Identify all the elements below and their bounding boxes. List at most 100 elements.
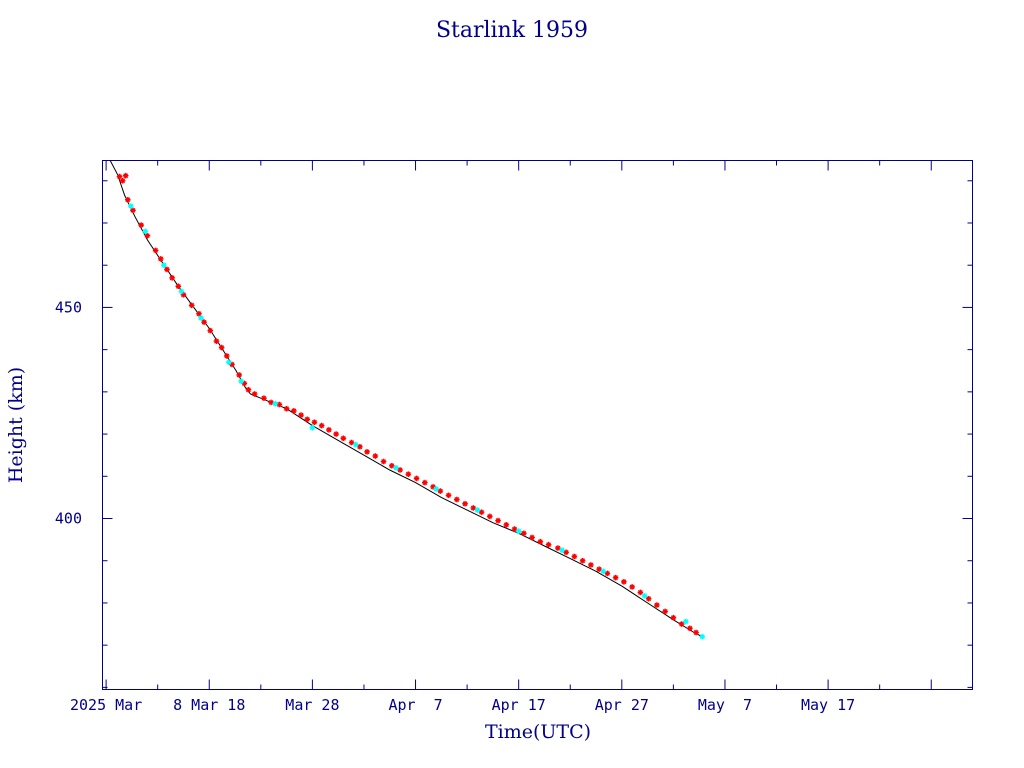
data-point [309, 424, 316, 431]
data-point [621, 579, 627, 585]
data-point [604, 570, 611, 577]
data-point [495, 517, 501, 524]
data-point [389, 462, 395, 469]
x-tick-label: Mar 28 [285, 696, 339, 714]
data-point [393, 465, 399, 471]
data-point [196, 310, 202, 317]
x-tick-label: May 17 [801, 696, 855, 714]
data-point [563, 549, 569, 556]
data-point [364, 449, 370, 455]
data-point [218, 344, 225, 351]
data-point [130, 207, 136, 214]
x-tick-label: Apr 7 [388, 696, 442, 714]
data-point [372, 453, 379, 459]
data-point [413, 475, 420, 482]
data-point [357, 443, 363, 450]
data-point [433, 486, 439, 492]
data-point [437, 488, 444, 494]
data-points [116, 172, 706, 640]
data-point [223, 353, 230, 359]
data-point [291, 408, 297, 414]
data-point [555, 545, 561, 551]
x-tick-labels: 2025 Mar 8 Mar 18 Mar 28 Apr 7 Apr 17 Apr 27 M… [70, 696, 855, 714]
data-point [142, 228, 149, 235]
data-point [693, 629, 699, 636]
x-tick-label: 2025 Mar [70, 696, 142, 714]
y-tick-label: 400 [55, 510, 82, 528]
data-point [662, 608, 668, 615]
data-point [678, 621, 685, 627]
data-point [453, 496, 460, 503]
data-point [283, 405, 290, 412]
data-point [152, 247, 159, 254]
data-point [559, 547, 565, 553]
data-point [529, 534, 535, 541]
axis-ticks [102, 160, 973, 690]
data-point [629, 584, 635, 590]
x-tick-label: 8 Mar 18 [173, 696, 245, 714]
data-point [304, 416, 311, 423]
data-point [245, 386, 252, 393]
data-point [600, 568, 607, 575]
data-point [503, 522, 510, 528]
chart-title: Starlink 1959 [436, 18, 588, 43]
y-tick-labels: 400 450 [55, 298, 82, 527]
data-point [138, 222, 144, 228]
data-point [201, 319, 207, 325]
data-point [445, 492, 452, 499]
data-point [637, 589, 644, 596]
data-point [128, 203, 134, 209]
y-tick-label: 450 [55, 298, 82, 316]
data-point [169, 275, 175, 281]
data-point [682, 618, 689, 625]
data-point [348, 439, 355, 446]
data-point [397, 467, 403, 473]
data-point [251, 391, 258, 397]
data-point [207, 327, 214, 334]
data-point [470, 505, 477, 511]
data-point [641, 592, 648, 599]
data-point [124, 196, 131, 203]
data-point [571, 553, 578, 560]
data-point [340, 435, 347, 442]
data-point [272, 400, 279, 407]
data-point [180, 291, 187, 298]
data-point [298, 412, 304, 418]
trend-line [109, 161, 703, 638]
data-point [213, 338, 220, 344]
data-point [311, 419, 318, 426]
data-point [537, 538, 544, 545]
data-point [645, 595, 652, 602]
data-point [261, 395, 267, 401]
data-point [268, 399, 274, 406]
data-point [462, 500, 468, 507]
data-point [326, 427, 332, 433]
data-point [588, 562, 594, 568]
data-point [511, 526, 518, 532]
data-point [670, 614, 677, 621]
y-axis-label: Height (km) [5, 367, 27, 483]
data-point [486, 513, 493, 520]
data-point [236, 372, 242, 378]
data-point [474, 507, 481, 513]
data-point [596, 566, 602, 572]
data-point [380, 458, 387, 465]
data-point [422, 479, 428, 486]
data-point [226, 359, 232, 366]
data-point [699, 633, 706, 640]
data-point [164, 266, 170, 273]
data-point [687, 625, 693, 632]
data-point [178, 288, 185, 295]
data-point [175, 283, 182, 290]
data-point [157, 256, 164, 262]
data-point [612, 574, 619, 581]
data-point [545, 541, 552, 548]
x-tick-label: May 7 [698, 696, 752, 714]
data-point [405, 471, 412, 477]
data-point [144, 232, 151, 239]
data-point [161, 262, 167, 269]
data-point [276, 401, 283, 408]
data-point [116, 173, 123, 180]
x-tick-label: Apr 27 [595, 696, 649, 714]
